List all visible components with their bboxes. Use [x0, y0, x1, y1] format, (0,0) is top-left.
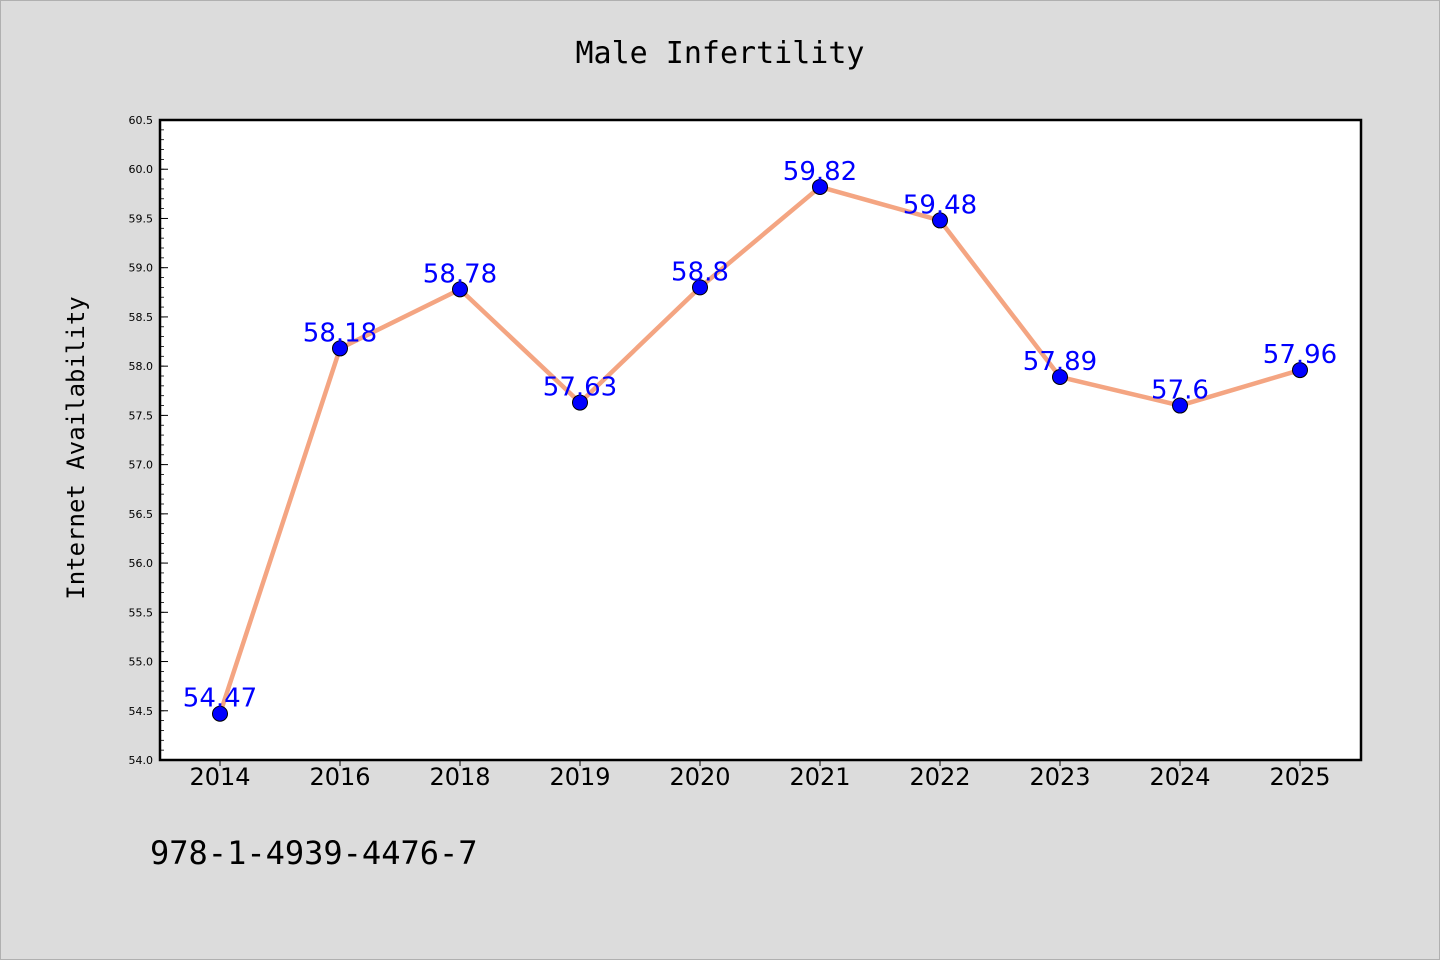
data-label: 58.18	[303, 318, 377, 348]
y-tick-label: 54.5	[129, 705, 154, 718]
data-point	[812, 178, 828, 195]
data-point	[572, 394, 588, 411]
y-tick-label: 58.0	[129, 360, 154, 373]
data-label: 54.47	[183, 684, 257, 714]
data-label: 59.82	[783, 157, 857, 187]
data-label: 57.6	[1151, 376, 1209, 406]
data-point	[1292, 362, 1308, 379]
data-point	[212, 705, 228, 722]
x-tick-label: 2022	[909, 763, 970, 791]
y-tick-label: 59.0	[129, 262, 154, 275]
plot-frame	[158, 118, 1363, 762]
y-tick-label: 58.5	[129, 311, 154, 324]
x-tick-label: 2025	[1269, 763, 1330, 791]
y-tick-label: 56.0	[129, 557, 154, 570]
y-tick-label: 55.0	[129, 656, 154, 669]
x-tick-label: 2016	[309, 763, 370, 791]
data-point	[692, 279, 708, 296]
y-tick-label: 59.5	[129, 212, 154, 225]
data-point	[452, 281, 468, 298]
x-tick-label: 2021	[789, 763, 850, 791]
data-point	[932, 212, 948, 229]
x-tick-label: 2024	[1149, 763, 1210, 791]
y-axis: 54.0 54.5 55.0 55.5 56.0 56.5 57.0 57.5 58.0 58.5…	[129, 114, 168, 767]
data-label: 57.96	[1263, 340, 1337, 370]
data-point	[332, 340, 348, 357]
data-point	[1172, 397, 1188, 414]
data-point	[1052, 368, 1068, 385]
series-line	[217, 184, 1301, 715]
data-label: 58.8	[671, 257, 729, 287]
x-tick-label: 2023	[1029, 763, 1090, 791]
data-label: 57.89	[1023, 347, 1097, 377]
data-labels: 54.47 58.18 58.78 57.63 58.8 59.82 59.48 57.89 5…	[183, 157, 1337, 714]
y-tick-label: 57.0	[129, 459, 154, 472]
chart-title: Male Infertility	[576, 36, 865, 71]
y-tick-label: 60.5	[129, 114, 154, 127]
data-label: 59.48	[903, 190, 977, 220]
x-tick-label: 2014	[189, 763, 250, 791]
x-axis: 2014 2016 2018 2019 2020 2021 2022 2023 2024 2025	[189, 760, 1331, 791]
x-tick-label: 2018	[429, 763, 490, 791]
plot-area	[160, 120, 1361, 760]
data-label: 57.63	[543, 373, 617, 403]
y-axis-label: Internet Availability	[62, 296, 90, 599]
footer-isbn: 978-1-4939-4476-7	[150, 834, 478, 872]
y-tick-label: 55.5	[129, 606, 154, 619]
series-line-group	[212, 178, 1308, 722]
y-tick-label: 60.0	[129, 163, 154, 176]
data-label: 58.78	[423, 259, 497, 289]
y-tick-label: 54.0	[129, 754, 154, 767]
y-tick-label: 56.5	[129, 508, 154, 521]
y-tick-label: 57.5	[129, 409, 154, 422]
x-tick-label: 2019	[549, 763, 610, 791]
x-tick-label: 2020	[669, 763, 730, 791]
